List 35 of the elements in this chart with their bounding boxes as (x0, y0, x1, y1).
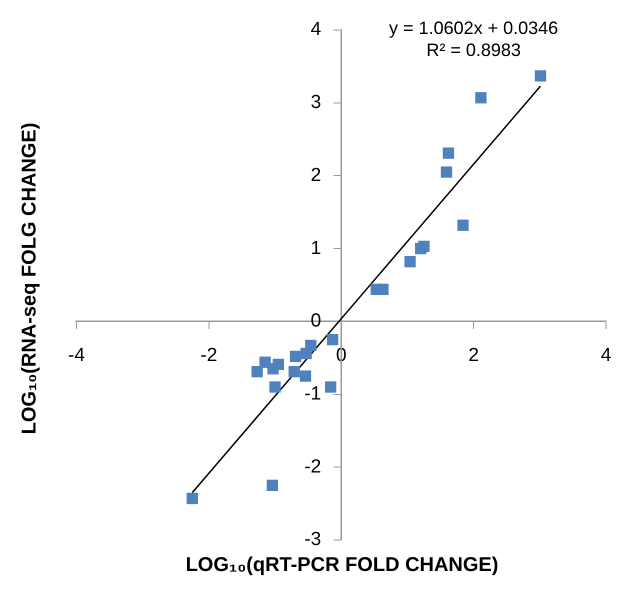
point (457, 220, 469, 231)
x-tick-label: -2 (200, 345, 218, 366)
y-tick-label: 1 (310, 238, 322, 259)
y-tick-label: 2 (310, 164, 322, 186)
y-tick-label: 4 (310, 19, 322, 40)
x-tick-label: 2 (468, 345, 479, 366)
annotation: y = 1.0602x + 0.0346 (389, 18, 558, 38)
y-tick-label: -3 (304, 529, 322, 550)
annotation: R² = 0.8983 (426, 40, 521, 60)
point (266, 480, 278, 492)
point (300, 370, 312, 382)
point (442, 147, 454, 159)
point (267, 363, 279, 374)
point (415, 242, 426, 254)
point (252, 366, 263, 378)
point (377, 284, 389, 296)
point (290, 350, 302, 362)
x-axis-title: LOG₁₀(qRT-PCR FOLD CHANGE) (184, 554, 500, 577)
point (404, 256, 416, 268)
y-tick-label: -2 (304, 456, 322, 478)
point (269, 381, 281, 393)
point (324, 381, 336, 393)
x-tick-label: -4 (68, 345, 86, 366)
y-axis-title: LOG₁₀(RNA-seq FOLG CHANGE) (18, 122, 42, 434)
y-tick-label: -1 (304, 384, 322, 405)
y-tick-label: 0 (310, 310, 322, 332)
point (534, 70, 546, 82)
point (440, 166, 452, 178)
x-tick-label: 4 (600, 345, 612, 366)
y-tick-label: 3 (310, 92, 322, 114)
point (326, 334, 338, 346)
point (186, 492, 198, 504)
point (288, 366, 300, 378)
point (475, 92, 487, 104)
point (300, 348, 312, 360)
